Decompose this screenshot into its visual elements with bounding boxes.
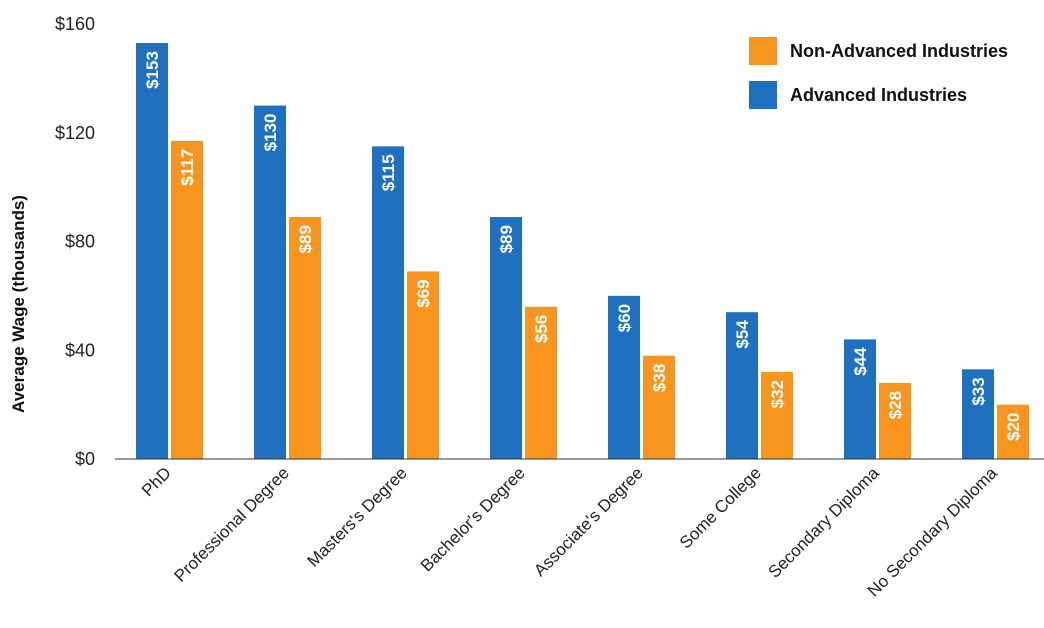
x-category-label: Bachelor's Degree bbox=[417, 463, 529, 575]
bar-value-label: $130 bbox=[261, 114, 280, 152]
bar-value-label: $54 bbox=[733, 320, 752, 349]
x-category-label: No Secondary Diploma bbox=[864, 463, 1001, 600]
bar-value-label: $153 bbox=[143, 51, 162, 89]
bar-advanced bbox=[726, 312, 758, 459]
bar-value-label: $56 bbox=[532, 315, 551, 343]
y-tick-label: $80 bbox=[65, 232, 95, 252]
bar-non-advanced bbox=[761, 372, 793, 459]
bar-advanced bbox=[844, 339, 876, 459]
y-tick-label: $40 bbox=[65, 340, 95, 360]
bar-advanced bbox=[962, 369, 994, 459]
bar-advanced bbox=[372, 146, 404, 459]
bar-non-advanced bbox=[407, 271, 439, 459]
bar-non-advanced bbox=[525, 306, 557, 459]
bar-value-label: $28 bbox=[886, 391, 905, 419]
x-category-label: PhD bbox=[138, 463, 175, 500]
bar-advanced bbox=[490, 217, 522, 459]
bar-non-advanced bbox=[289, 217, 321, 459]
x-category-label: Masters's Degree bbox=[304, 463, 411, 570]
legend-swatch bbox=[749, 37, 777, 65]
x-category-label: Associate's Degree bbox=[530, 463, 647, 580]
bar-value-label: $60 bbox=[615, 304, 634, 332]
y-axis-ticks: $0 $40 $80 $120 $160 bbox=[55, 14, 95, 469]
bar-value-label: $89 bbox=[497, 225, 516, 253]
bar-advanced bbox=[608, 295, 640, 459]
bar-non-advanced bbox=[879, 382, 911, 459]
bar-value-label: $33 bbox=[969, 377, 988, 405]
x-category-label: Some College bbox=[676, 463, 765, 552]
bar-value-label: $44 bbox=[851, 347, 870, 376]
bar-value-label: $117 bbox=[178, 149, 197, 186]
bar-value-label: $115 bbox=[379, 154, 398, 191]
bar-advanced bbox=[254, 105, 286, 459]
y-tick-label: $0 bbox=[75, 449, 95, 469]
bar-advanced bbox=[136, 43, 168, 459]
bar-non-advanced bbox=[171, 140, 203, 459]
y-axis-title: Average Wage (thousands) bbox=[9, 195, 28, 413]
legend-label: Advanced Industries bbox=[790, 85, 967, 105]
bar-value-label: $20 bbox=[1004, 413, 1023, 441]
bar-value-label: $32 bbox=[768, 380, 787, 408]
bars: $153 $117 $130 $89 $115 $69 $89 $56 $60 $38 $54 $32… bbox=[136, 43, 1029, 459]
x-category-label: Professional Degree bbox=[170, 463, 292, 585]
x-category-label: Secondary Diploma bbox=[764, 463, 883, 582]
bar-value-label: $69 bbox=[414, 279, 433, 307]
bar-value-label: $89 bbox=[296, 225, 315, 253]
legend-label: Non-Advanced Industries bbox=[790, 41, 1008, 61]
legend-swatch bbox=[749, 81, 777, 109]
y-tick-label: $160 bbox=[55, 14, 95, 34]
bar-non-advanced bbox=[643, 355, 675, 459]
y-tick-label: $120 bbox=[55, 123, 95, 143]
bar-non-advanced bbox=[997, 404, 1029, 459]
legend: Non-Advanced Industries Advanced Industri… bbox=[749, 37, 1008, 109]
bar-value-label: $38 bbox=[650, 364, 669, 392]
